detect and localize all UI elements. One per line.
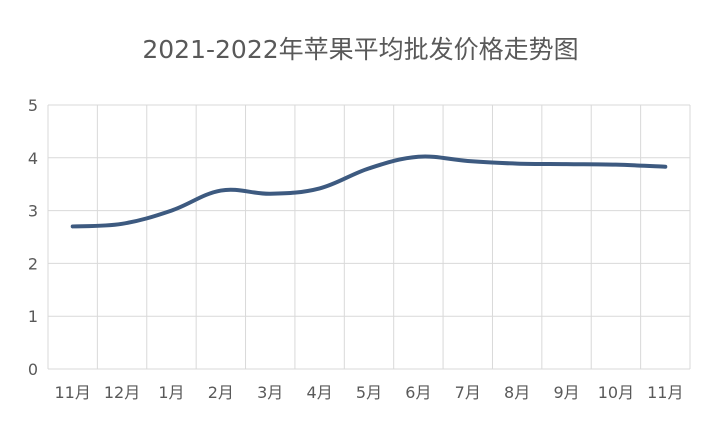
x-tick-label: 9月 [553, 383, 579, 402]
y-tick-label: 0 [28, 360, 38, 379]
x-tick-label: 7月 [455, 383, 481, 402]
y-tick-label: 1 [28, 307, 38, 326]
x-tick-label: 3月 [257, 383, 283, 402]
x-tick-label: 11月 [647, 383, 683, 402]
x-tick-label: 1月 [158, 383, 184, 402]
y-tick-label: 2 [28, 254, 38, 273]
x-tick-label: 2月 [208, 383, 234, 402]
grid-lines [47, 104, 691, 370]
chart-title: 2021-2022年苹果平均批发价格走势图 [142, 35, 579, 64]
series-line [70, 154, 668, 229]
x-tick-label: 11月 [55, 383, 91, 402]
x-axis-ticks: 11月 12月 1月 2月 3月 4月 5月 6月 7月 8月 9月 10月 11月 [55, 383, 684, 402]
y-tick-label: 4 [28, 149, 38, 168]
y-tick-label: 5 [28, 96, 38, 115]
x-tick-label: 10月 [598, 383, 634, 402]
x-tick-label: 8月 [504, 383, 530, 402]
x-tick-label: 12月 [104, 383, 140, 402]
x-tick-label: 6月 [405, 383, 431, 402]
y-axis-ticks: 0 1 2 3 4 5 [28, 96, 38, 379]
y-tick-label: 3 [28, 202, 38, 221]
x-tick-label: 4月 [307, 383, 333, 402]
x-tick-label: 5月 [356, 383, 382, 402]
